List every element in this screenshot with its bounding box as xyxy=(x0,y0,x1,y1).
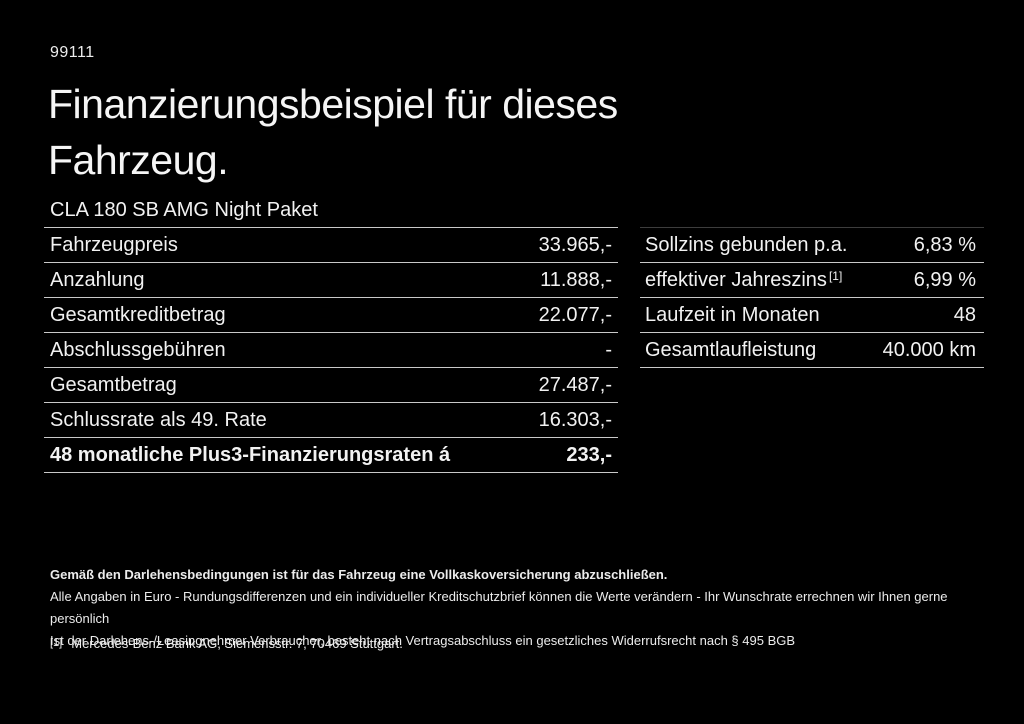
table-row-fahrzeugpreis: Fahrzeugpreis 33.965,- xyxy=(44,228,618,263)
footnote-reference: [1] xyxy=(828,268,843,283)
row-value: 11.888,- xyxy=(540,268,612,291)
table-row-laufzeit: Laufzeit in Monaten 48 xyxy=(640,298,984,333)
row-value: 48 xyxy=(953,303,976,326)
offer-id: 99111 xyxy=(50,44,95,61)
bank-footnote: [1] Mercedes-Benz Bank AG, Siemensstr. 7… xyxy=(50,636,403,651)
conditions-table: Sollzins gebunden p.a. 6,83 % effektiver… xyxy=(640,193,984,368)
row-label: Abschlussgebühren xyxy=(50,338,226,361)
row-label: Sollzins gebunden p.a. xyxy=(645,233,848,256)
row-value: 33.965,- xyxy=(538,233,612,256)
row-value: 27.487,- xyxy=(538,373,612,396)
conditions-table-top-spacer xyxy=(640,193,984,228)
legal-text-block: Gemäß den Darlehensbedingungen ist für d… xyxy=(50,564,980,652)
table-row-abschlussgebuehren: Abschlussgebühren - xyxy=(44,333,618,368)
withdrawal-right-note: Ist der Darlehens-/Leasingnehmer Verbrau… xyxy=(50,633,796,648)
row-label: Schlussrate als 49. Rate xyxy=(50,408,267,431)
disclaimer-line: Alle Angaben in Euro - Rundungsdifferenz… xyxy=(50,589,948,626)
row-value: 233,- xyxy=(566,443,612,466)
table-row-effektiver-jahreszins: effektiver Jahreszins [1] 6,99 % xyxy=(640,263,984,298)
row-label: Gesamtlaufleistung xyxy=(645,338,817,361)
table-row-sollzins: Sollzins gebunden p.a. 6,83 % xyxy=(640,228,984,263)
row-value: - xyxy=(605,338,612,361)
row-value: 22.077,- xyxy=(538,303,612,326)
row-label: Gesamtbetrag xyxy=(50,373,177,396)
footnote-marker: [1] xyxy=(50,637,63,649)
table-row-gesamtbetrag: Gesamtbetrag 27.487,- xyxy=(44,368,618,403)
row-value: 16.303,- xyxy=(538,408,612,431)
row-label: Fahrzeugpreis xyxy=(50,233,178,256)
insurance-requirement-note: Gemäß den Darlehensbedingungen ist für d… xyxy=(50,567,668,582)
table-row-gesamtkreditbetrag: Gesamtkreditbetrag 22.077,- xyxy=(44,298,618,333)
row-label: Anzahlung xyxy=(50,268,145,291)
finance-table: CLA 180 SB AMG Night Paket Fahrzeugpreis… xyxy=(44,194,618,473)
row-label: effektiver Jahreszins [1] xyxy=(645,268,843,291)
vehicle-model-subtitle: CLA 180 SB AMG Night Paket xyxy=(44,194,618,228)
row-value: 6,99 % xyxy=(913,268,976,291)
row-label: Gesamtkreditbetrag xyxy=(50,303,226,326)
table-row-monatsrate: 48 monatliche Plus3-Finanzierungsraten á… xyxy=(44,438,618,473)
table-row-schlussrate: Schlussrate als 49. Rate 16.303,- xyxy=(44,403,618,438)
row-value: 6,83 % xyxy=(913,233,976,256)
page-title: Finanzierungsbeispiel für dieses Fahrzeu… xyxy=(48,81,618,183)
row-label: Laufzeit in Monaten xyxy=(645,303,820,326)
table-row-anzahlung: Anzahlung 11.888,- xyxy=(44,263,618,298)
footnote-text: Mercedes-Benz Bank AG, Siemensstr. 7, 70… xyxy=(71,636,403,651)
row-label: 48 monatliche Plus3-Finanzierungsraten á xyxy=(50,443,451,466)
row-value: 40.000 km xyxy=(882,338,976,361)
table-row-gesamtlaufleistung: Gesamtlaufleistung 40.000 km xyxy=(640,333,984,368)
